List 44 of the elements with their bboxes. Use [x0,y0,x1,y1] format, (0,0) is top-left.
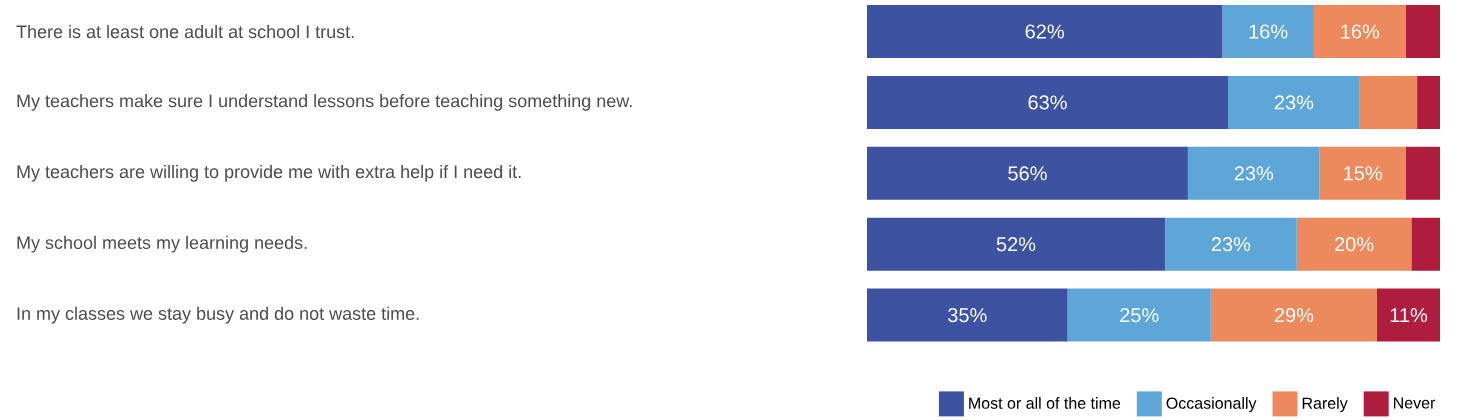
data-label: 63% [1028,95,1067,110]
bar [1187,146,1320,200]
data-label: 11% [1390,308,1428,323]
bar [1222,5,1314,59]
y-tick-label: There is at least one adult at school I trust. [16,24,354,39]
bar [1067,288,1211,342]
bar [1405,146,1441,200]
data-label: 15% [1344,166,1382,181]
legend-label: Never [1394,397,1436,409]
y-tick-label: My teachers make sure I understand lessons before teaching something new. [17,94,632,111]
bar [867,146,1188,200]
bar [867,75,1228,129]
data-label: 56% [1008,166,1047,181]
data-label: 35% [948,308,987,323]
bar [867,288,1068,342]
bar [1296,217,1412,271]
data-label: 16% [1249,24,1288,39]
legend-label: Rarely [1302,397,1348,412]
y-tick-label: My school meets my learning needs. [17,235,307,253]
data-label: 52% [996,237,1036,252]
data-label: 25% [1120,308,1159,323]
data-label: 29% [1274,308,1314,323]
data-label: 23% [1274,95,1314,110]
data-label: 16% [1341,24,1380,39]
data-label: 62% [1025,24,1064,39]
bar [1210,288,1377,342]
bar [1319,146,1406,200]
bar [1376,288,1441,342]
bar [1359,75,1418,129]
y-tick-label: In my classes we stay busy and do not waste time. [17,306,419,324]
bar [1313,5,1406,59]
bar [1411,217,1441,271]
legend-label: Occasionally [1166,397,1257,412]
bar [867,217,1165,271]
y-tick-label: My teachers are willing to provide me with extra help if I need it. [17,164,521,182]
data-label: 23% [1211,237,1251,252]
bar [1405,5,1441,59]
data-label: 23% [1234,166,1274,181]
bar [867,5,1223,59]
bar [1417,75,1441,129]
legend-label: Most or all of the time [969,397,1121,409]
bar [1227,75,1360,129]
bar [1164,217,1297,271]
data-label: 20% [1335,237,1374,252]
